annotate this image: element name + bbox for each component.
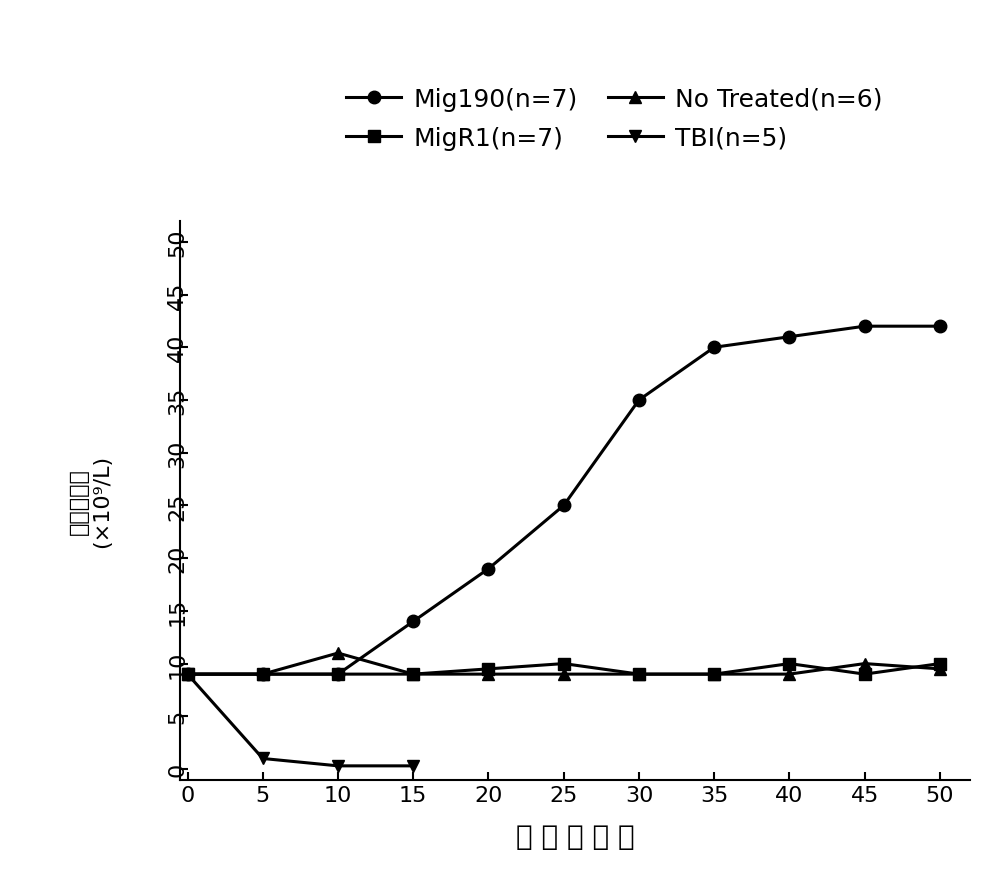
TBI(n=5)	[182, 669, 194, 680]
Mig190(n=7)	[859, 322, 871, 332]
No Treated(n=6)	[257, 669, 269, 680]
No Treated(n=6)	[182, 669, 194, 680]
Mig190(n=7)	[257, 669, 269, 680]
Mig190(n=7)	[482, 563, 494, 574]
MigR1(n=7)	[633, 669, 645, 680]
MigR1(n=7)	[558, 658, 570, 669]
MigR1(n=7)	[934, 658, 946, 669]
Mig190(n=7)	[332, 669, 344, 680]
TBI(n=5)	[407, 761, 419, 772]
MigR1(n=7)	[182, 669, 194, 680]
No Treated(n=6)	[783, 669, 795, 680]
Mig190(n=7)	[708, 343, 720, 354]
Mig190(n=7)	[182, 669, 194, 680]
Mig190(n=7)	[934, 322, 946, 332]
MigR1(n=7)	[783, 658, 795, 669]
MigR1(n=7)	[332, 669, 344, 680]
MigR1(n=7)	[482, 664, 494, 674]
Line: MigR1(n=7): MigR1(n=7)	[181, 657, 946, 680]
Mig190(n=7)	[407, 617, 419, 627]
MigR1(n=7)	[257, 669, 269, 680]
TBI(n=5)	[332, 761, 344, 772]
No Treated(n=6)	[407, 669, 419, 680]
Mig190(n=7)	[633, 395, 645, 406]
MigR1(n=7)	[407, 669, 419, 680]
No Treated(n=6)	[859, 658, 871, 669]
Line: Mig190(n=7): Mig190(n=7)	[181, 321, 946, 680]
Line: TBI(n=5): TBI(n=5)	[181, 668, 419, 773]
Y-axis label: 自细胞计数
(×10⁹/L): 自细胞计数 (×10⁹/L)	[69, 455, 112, 547]
Mig190(n=7)	[783, 332, 795, 343]
No Treated(n=6)	[558, 669, 570, 680]
No Treated(n=6)	[482, 669, 494, 680]
No Treated(n=6)	[708, 669, 720, 680]
Line: No Treated(n=6): No Treated(n=6)	[181, 647, 946, 680]
Mig190(n=7)	[558, 501, 570, 511]
No Treated(n=6)	[332, 648, 344, 658]
MigR1(n=7)	[859, 669, 871, 680]
TBI(n=5)	[257, 753, 269, 764]
Legend: Mig190(n=7), MigR1(n=7), No Treated(n=6), TBI(n=5): Mig190(n=7), MigR1(n=7), No Treated(n=6)…	[336, 78, 893, 160]
No Treated(n=6)	[934, 664, 946, 674]
No Treated(n=6)	[633, 669, 645, 680]
X-axis label: 移 植 后 天 数: 移 植 后 天 数	[516, 822, 634, 850]
MigR1(n=7)	[708, 669, 720, 680]
